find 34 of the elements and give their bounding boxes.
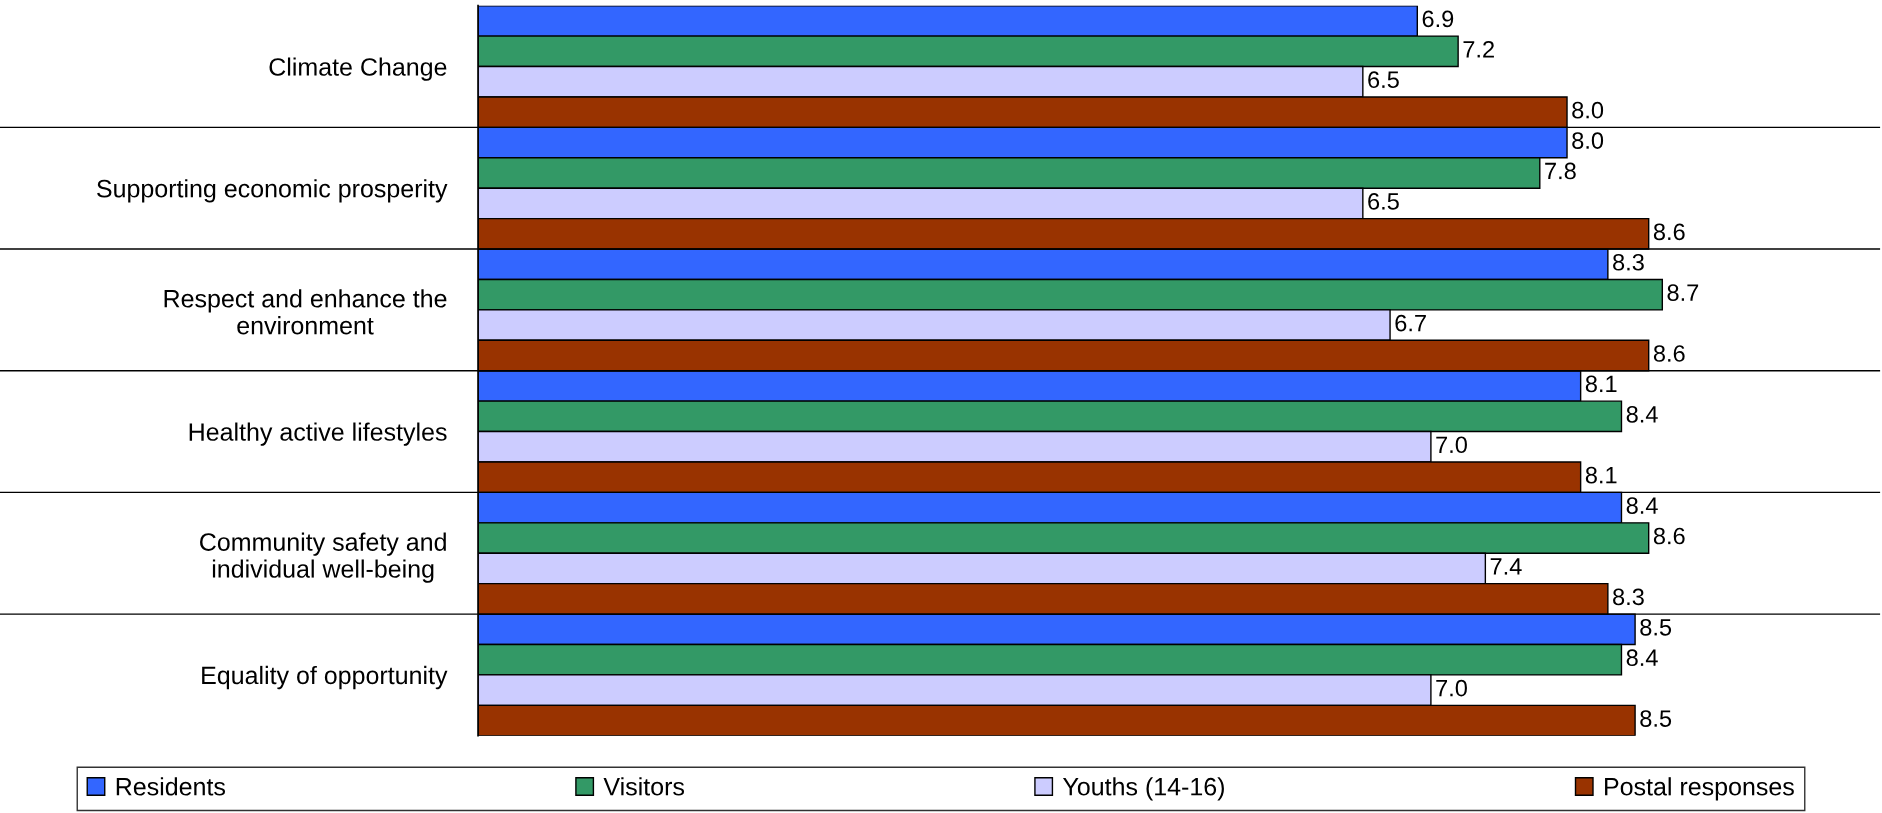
- data-label: 6.5: [1368, 193, 1399, 210]
- data-label: 8.1: [1585, 375, 1617, 393]
- data-label: 8.1: [1585, 466, 1617, 484]
- data-label: 8.4: [1626, 649, 1658, 667]
- data-label: 7.4: [1490, 558, 1522, 575]
- data-label: 6.7: [1395, 314, 1426, 332]
- y-tick-label: Healthy active lifestyles: [189, 422, 447, 446]
- data-label: 8.7: [1667, 284, 1699, 302]
- data-label: 7.8: [1545, 162, 1576, 180]
- y-tick-label: Equality of opportunity: [202, 665, 448, 690]
- legend-label: Residents: [116, 777, 226, 796]
- y-tick-label: Community safety and individual well-being: [200, 532, 446, 583]
- data-label: 7.2: [1463, 40, 1494, 58]
- data-label: 8.4: [1626, 405, 1658, 423]
- data-label: 8.0: [1572, 101, 1604, 119]
- data-label: 8.3: [1613, 253, 1644, 271]
- data-label: 8.0: [1572, 132, 1604, 149]
- y-tick-label: Supporting economic prosperity: [97, 179, 448, 203]
- legend-label: Postal responses: [1605, 777, 1794, 801]
- data-label: 8.5: [1640, 618, 1672, 636]
- y-tick-label: Climate Change: [269, 57, 447, 81]
- data-label: 8.6: [1653, 527, 1685, 545]
- data-label: 8.6: [1653, 345, 1685, 362]
- data-label: 8.4: [1626, 497, 1658, 514]
- y-tick-label: Respect and enhance the environment: [164, 289, 447, 335]
- legend-label: Youths (14-16): [1062, 777, 1224, 801]
- data-label: 7.0: [1436, 679, 1467, 697]
- data-label: 6.5: [1368, 71, 1399, 89]
- data-label: 7.0: [1436, 436, 1467, 454]
- data-label: 8.3: [1613, 588, 1644, 606]
- data-label: 6.9: [1422, 10, 1454, 28]
- data-label: 8.6: [1653, 223, 1685, 241]
- data-label: 8.5: [1640, 710, 1672, 727]
- legend-label: Visitors: [603, 777, 685, 796]
